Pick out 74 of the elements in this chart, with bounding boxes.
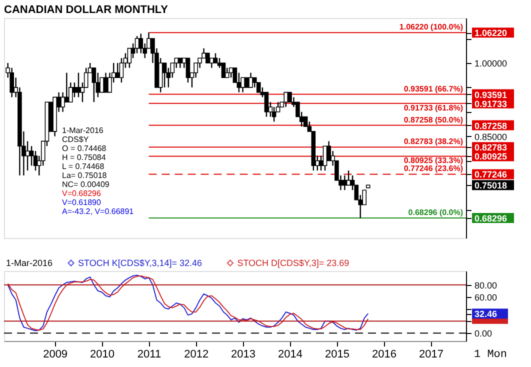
- x-tick-label: 2010: [90, 348, 115, 360]
- annotation: H = 0.75084: [62, 153, 106, 162]
- candlestick: [272, 106, 276, 122]
- ref-line-label: 0.68296 (0.0%): [408, 208, 464, 217]
- legend-label: STOCH K[CDS$Y,3,14]= 32.46: [78, 258, 202, 268]
- legend-title: 1-Mar-2016: [6, 258, 53, 268]
- y-tick-label: 0.75018: [474, 180, 508, 191]
- candlestick: [60, 92, 65, 112]
- x-tick-label: 2016: [372, 348, 397, 360]
- y-tick-label: 1.00000: [474, 58, 508, 68]
- candlestick: [244, 77, 249, 88]
- candlestick: [248, 72, 253, 88]
- ref-line-label: 0.77246 (23.6%): [404, 164, 464, 174]
- candlestick: [240, 77, 245, 93]
- ref-line-label: 0.82783 (38.2%): [404, 137, 464, 146]
- candlestick: [346, 170, 351, 186]
- annotation: CDS$Y: [62, 135, 90, 144]
- candlestick: [29, 145, 34, 166]
- annotation: NC= 0.00409: [62, 180, 110, 189]
- annotation: A=-43.2, V=0.66891: [62, 207, 134, 216]
- candlestick: [213, 52, 218, 64]
- candlestick: [210, 57, 214, 68]
- x-tick-label: 2009: [43, 348, 68, 360]
- ref-line-label: 0.93591 (66.7%): [404, 84, 464, 94]
- y-tick-label: 0.93591: [474, 90, 508, 100]
- y-tick-label: 0.77246: [474, 170, 508, 180]
- candlestick: [252, 77, 257, 88]
- candlestick: [206, 52, 210, 64]
- x-tick-label: 2017: [419, 348, 444, 360]
- y-tick-label: 0.91733: [474, 98, 508, 109]
- candlestick: [10, 67, 14, 98]
- candlestick: [104, 72, 108, 93]
- y-tick-label: 0.87258: [474, 120, 508, 131]
- x-tick-label: 2015: [324, 348, 350, 360]
- candlestick: [25, 140, 30, 172]
- candlestick: [162, 62, 167, 88]
- y-tick-label: 0.68296: [474, 213, 508, 224]
- legend-label: STOCH D[CDS$Y,3]= 23.69: [237, 258, 350, 268]
- x-tick-label: 2013: [231, 348, 256, 360]
- x-tick-label: 2012: [184, 348, 209, 360]
- candlestick: [115, 62, 120, 78]
- annotation: L = 0.74468: [62, 162, 105, 171]
- annotation: O = 0.74468: [62, 144, 107, 153]
- candlestick: [119, 57, 124, 84]
- ref-line-label: 0.91733 (61.8%): [404, 103, 464, 112]
- x-tick-label: 2011: [137, 348, 162, 360]
- y-tick-label: 0.80925: [474, 152, 508, 162]
- y-tick-label: 1.06220: [474, 28, 508, 38]
- candlestick: [342, 174, 347, 191]
- chart-title: CANADIAN DOLLAR MONTHLY: [4, 4, 169, 16]
- candlestick: [138, 33, 144, 54]
- y-tick-label: 0.00: [474, 328, 492, 339]
- y-tick-label: 0.82783: [474, 142, 508, 153]
- x-tick-label: 2014: [278, 348, 302, 360]
- ref-line-label: 1.06220 (100.0%): [399, 22, 464, 32]
- text: 1 Mon: [474, 349, 508, 361]
- ref-line-label: 0.80925 (33.3%): [404, 156, 464, 166]
- candlestick: [92, 67, 96, 103]
- candlestick: [186, 57, 190, 84]
- y-tick-label: 32.46: [474, 309, 498, 320]
- y-tick-label: 80.00: [474, 280, 498, 290]
- annotation: 1-Mar-2016: [62, 126, 104, 135]
- candlestick: [178, 57, 182, 68]
- candlestick: [264, 92, 269, 118]
- annotation: V=0.68296: [62, 189, 102, 198]
- ref-line-label: 0.87258 (50.0%): [404, 115, 464, 124]
- annotation: La= 0.75018: [62, 171, 108, 180]
- annotation: V=0.61890: [62, 198, 102, 207]
- candlestick: [127, 48, 132, 68]
- candlestick: [100, 77, 104, 93]
- y-tick-label: 0.85000: [474, 132, 508, 142]
- y-tick-label: 60.00: [474, 292, 498, 302]
- candlestick: [284, 92, 288, 108]
- candlestick: [76, 72, 81, 98]
